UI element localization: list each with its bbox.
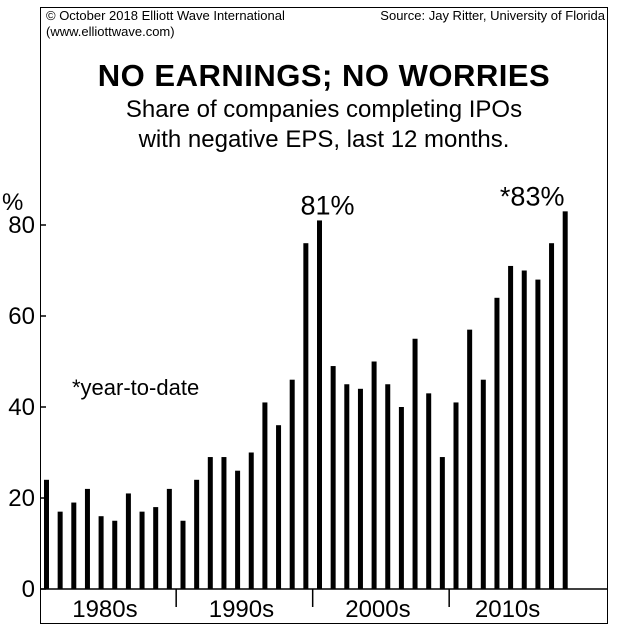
bar-1990 xyxy=(180,520,186,589)
bar-1996 xyxy=(262,402,268,589)
bar-1994 xyxy=(235,470,241,589)
year-to-date-note: *year-to-date xyxy=(72,375,199,400)
y-tick-label-20: 20 xyxy=(8,485,35,512)
decade-label-2010: 2010s xyxy=(475,596,540,623)
bar-1980 xyxy=(44,479,49,589)
y-tick-label-60: 60 xyxy=(8,303,35,330)
bar-1982 xyxy=(71,502,77,589)
bar-1983 xyxy=(84,488,90,589)
chart-subtitle-line-2: with negative EPS, last 12 months. xyxy=(138,126,510,153)
bar-1981 xyxy=(57,511,63,589)
bar-1997 xyxy=(276,425,282,589)
bar-2002 xyxy=(344,384,350,589)
chart-subtitle-line-1: Share of companies completing IPOs xyxy=(125,96,523,123)
bar-2003 xyxy=(357,388,363,589)
bar-2000 xyxy=(317,220,322,589)
bar-2001 xyxy=(330,366,336,589)
chart-title: NO EARNINGS; NO WORRIES xyxy=(97,58,551,93)
bar-2017 xyxy=(549,243,555,589)
y-axis-label: % xyxy=(2,189,23,216)
y-tick-label-0: 0 xyxy=(22,576,35,603)
bar-2018 xyxy=(562,211,568,589)
bar-2014 xyxy=(508,265,514,589)
bar-2013 xyxy=(494,297,500,589)
bar-1984 xyxy=(98,516,104,589)
decade-label-1980: 1980s xyxy=(72,596,137,623)
bar-1988 xyxy=(153,507,159,589)
bar-1992 xyxy=(207,457,213,589)
bar-1987 xyxy=(139,511,145,589)
annotation-2000: 81% xyxy=(300,190,354,220)
bar-1985 xyxy=(112,520,118,589)
bar-2011 xyxy=(467,329,473,589)
bar-2009 xyxy=(439,457,445,589)
source-credit: Source: Jay Ritter, University of Florid… xyxy=(380,8,605,23)
bar-1989 xyxy=(166,488,172,589)
copyright-credit: © October 2018 Elliott Wave Internationa… xyxy=(46,8,285,23)
plot-area: 0 20 40 60 80 1980s 1990s 2000s 2010s 81% *83% xyxy=(8,181,608,623)
bar-2016 xyxy=(535,279,541,589)
bar-2007 xyxy=(412,338,418,589)
bar-2005 xyxy=(385,384,391,589)
bar-2010 xyxy=(453,402,459,589)
bar-2012 xyxy=(480,379,486,589)
y-tick-label-40: 40 xyxy=(8,394,35,421)
website-credit: (www.elliottwave.com) xyxy=(46,24,175,39)
bar-1999 xyxy=(303,243,309,589)
bar-1991 xyxy=(194,479,200,589)
annotation-2018: *83% xyxy=(500,181,565,211)
bar-1995 xyxy=(248,452,254,589)
bar-2006 xyxy=(398,407,404,589)
decade-label-1990: 1990s xyxy=(209,596,274,623)
y-tick-label-80: 80 xyxy=(8,212,35,239)
bar-2008 xyxy=(426,393,432,589)
bar-1986 xyxy=(125,493,131,589)
bar-2004 xyxy=(371,361,377,589)
bar-1993 xyxy=(221,457,227,589)
bar-1998 xyxy=(289,379,295,589)
bar-2015 xyxy=(521,270,527,589)
decade-label-2000: 2000s xyxy=(345,596,410,623)
